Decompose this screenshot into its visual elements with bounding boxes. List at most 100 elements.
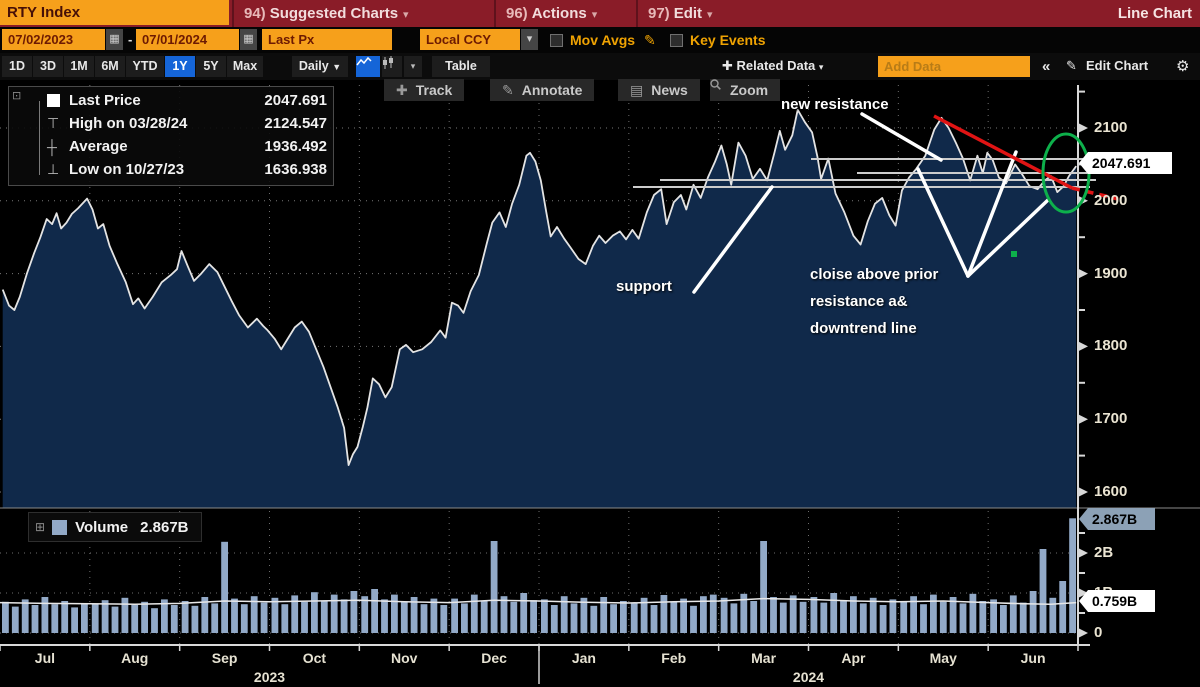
volume-bar: [71, 607, 78, 633]
axis-tick-arrow: [1078, 588, 1088, 598]
volume-legend[interactable]: ⊞ Volume 2.867B: [28, 512, 202, 542]
news-button[interactable]: ▤ News: [618, 79, 700, 101]
volume-bar: [91, 604, 99, 633]
chevron-down-icon: ▾: [591, 9, 598, 21]
volume-bar: [451, 598, 458, 633]
menu-actions[interactable]: 96) Actions ▾: [494, 0, 607, 27]
price-field-select[interactable]: Last Px: [262, 29, 392, 50]
volume-bar: [810, 597, 818, 633]
ticker-field[interactable]: RTY Index: [0, 0, 229, 25]
volume-bar: [161, 599, 168, 633]
axis-tick-arrow: [1078, 414, 1088, 425]
volume-bar: [510, 601, 518, 633]
volume-bar: [850, 596, 857, 633]
volume-bar: [600, 597, 608, 633]
volume-bar: [1029, 591, 1037, 633]
range-tab-1y[interactable]: 1Y: [165, 56, 195, 77]
volume-bar: [959, 603, 967, 633]
volume-bar: [430, 598, 438, 633]
volume-bar: [610, 604, 617, 633]
volume-bar: [730, 603, 738, 633]
candlestick-chart-type-icon[interactable]: [382, 56, 402, 77]
pencil-icon[interactable]: ✎: [1066, 58, 1077, 73]
range-tab-5y[interactable]: 5Y: [196, 56, 226, 77]
line-chart-type-icon[interactable]: [356, 56, 380, 77]
collapse-panel-button[interactable]: «: [1042, 58, 1051, 75]
menu-number: 94): [244, 5, 266, 22]
range-tab-6m[interactable]: 6M: [95, 56, 125, 77]
axis-tick-arrow: [1078, 548, 1088, 558]
date-to-field[interactable]: 07/01/2024: [136, 29, 239, 50]
menu-label: Edit: [673, 5, 703, 22]
volume-bar: [480, 601, 488, 633]
volume-bar: [231, 598, 238, 633]
legend-label: Average: [69, 138, 128, 155]
range-tab-3d[interactable]: 3D: [33, 56, 63, 77]
volume-bar: [490, 541, 498, 633]
price-legend[interactable]: ⊡ Last Price 2047.691 ⊤ High on 03/28/24 212…: [8, 86, 334, 186]
pencil-icon[interactable]: ✎: [644, 32, 656, 48]
key-events-checkbox[interactable]: [670, 34, 683, 47]
range-tab-1d[interactable]: 1D: [2, 56, 32, 77]
volume-bar: [221, 541, 228, 633]
volume-bar: [361, 596, 369, 633]
legend-label: Last Price: [69, 92, 141, 109]
volume-bar: [400, 601, 408, 633]
volume-bar: [191, 605, 199, 633]
volume-bar: [61, 601, 69, 633]
legend-row-2: ┼ Average 1936.492: [13, 135, 327, 158]
calendar-icon[interactable]: ▦: [106, 29, 123, 50]
news-icon: ▤: [630, 82, 644, 98]
zoom-button[interactable]: Zoom: [710, 79, 781, 101]
volume-bar: [910, 596, 917, 633]
volume-bar: [131, 605, 139, 633]
volume-bar: [560, 596, 568, 633]
track-button[interactable]: ✚ Track: [384, 79, 465, 101]
annotate-button[interactable]: ✎ Annotate: [490, 79, 595, 101]
volume-bar: [830, 593, 838, 633]
mov-avgs-checkbox[interactable]: [550, 34, 563, 47]
legend-label: Low on 10/27/23: [69, 161, 185, 178]
volume-bar: [141, 601, 148, 633]
volume-bar: [311, 592, 318, 633]
menu-label: Suggested Charts: [269, 5, 399, 22]
volume-bar: [979, 601, 987, 633]
menu-edit[interactable]: 97) Edit ▾: [636, 0, 723, 27]
volume-bar: [709, 594, 717, 633]
settings-row: 07/02/2023 ▦ - 07/01/2024 ▦ Last Px Loca…: [0, 27, 1200, 53]
volume-bar: [541, 599, 548, 633]
volume-bar: [260, 602, 268, 633]
related-data-button[interactable]: ✚ Related Data ▾: [722, 58, 824, 73]
crosshair-icon: ✚: [396, 82, 408, 98]
table-button[interactable]: Table: [432, 56, 490, 77]
calendar-icon[interactable]: ▦: [240, 29, 257, 50]
axis-tick-arrow: [1078, 123, 1088, 133]
menu-suggested-charts[interactable]: 94) Suggested Charts ▾: [232, 0, 419, 27]
low-marker-icon: ⊥: [47, 161, 60, 177]
date-from-field[interactable]: 07/02/2023: [2, 29, 105, 50]
range-tab-max[interactable]: Max: [227, 56, 263, 77]
currency-dropdown-arrow[interactable]: ▾: [521, 29, 538, 50]
edit-chart-button[interactable]: Edit Chart: [1086, 58, 1149, 73]
expand-icon[interactable]: ⊞: [35, 520, 46, 534]
volume-bar: [690, 605, 697, 633]
legend-row-3: ⊥ Low on 10/27/23 1636.938: [13, 158, 327, 181]
currency-select[interactable]: Local CCY: [420, 29, 520, 50]
legend-tree-line: [39, 101, 40, 175]
volume-bar: [211, 603, 219, 633]
volume-bar: [101, 600, 109, 633]
range-row: 1D 3D 1M 6M YTD 1Y 5Y Max Daily ▼ ▾ Table ✚ Rel…: [0, 53, 1200, 80]
chart-type-dropdown-arrow[interactable]: ▾: [404, 56, 422, 77]
range-tab-ytd[interactable]: YTD: [126, 56, 164, 77]
volume-bar: [680, 598, 687, 633]
collapse-icon[interactable]: ⊡: [12, 90, 22, 102]
volume-bar: [760, 541, 767, 633]
range-tab-1m[interactable]: 1M: [64, 56, 94, 77]
volume-bar: [350, 591, 358, 633]
add-data-input[interactable]: [878, 56, 1030, 77]
volume-bar: [271, 597, 279, 633]
gear-icon[interactable]: ⚙: [1176, 58, 1190, 75]
volume-bar: [590, 605, 598, 633]
period-select[interactable]: Daily ▼: [292, 56, 348, 77]
